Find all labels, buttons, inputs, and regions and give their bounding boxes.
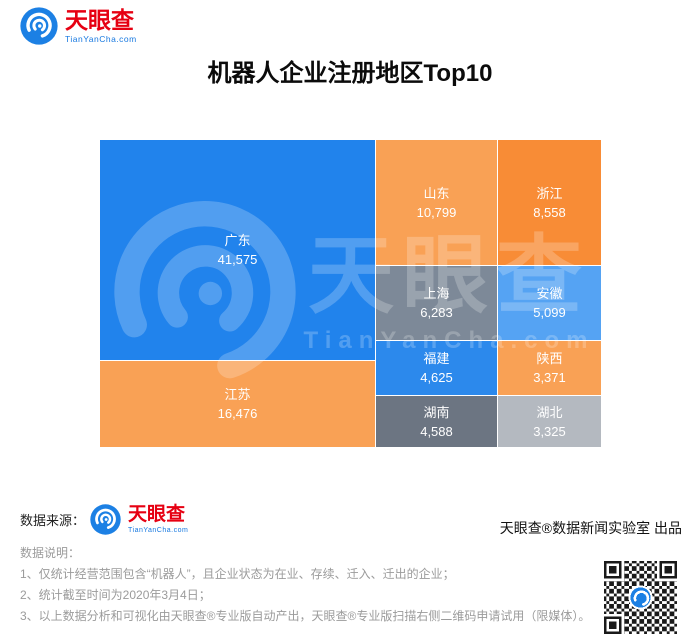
- treemap-cell-guangdong: 广东 41,575: [100, 140, 375, 360]
- region-value: 3,325: [533, 423, 566, 439]
- note-line-2: 2、统计截至时间为2020年3月4日；: [20, 588, 211, 602]
- region-name: 湖北: [536, 404, 563, 420]
- treemap-chart: 广东 41,575 江苏 16,476 山东 10,799 浙江 8,558 上…: [100, 140, 601, 447]
- logo-text-block: 天眼查 TianYanCha.com: [65, 6, 137, 44]
- producer-credit: 天眼查®数据新闻实验室 出品: [499, 520, 682, 536]
- treemap-cell-hunan: 湖南 4,588: [376, 396, 497, 447]
- region-value: 6,283: [420, 305, 453, 320]
- note-line-1: 1、仅统计经营范围包含“机器人”，且企业状态为在业、存续、迁入、迁出的企业；: [20, 567, 455, 581]
- treemap-cell-fujian: 福建 4,625: [376, 341, 497, 395]
- region-name: 陕西: [536, 351, 563, 366]
- treemap-cell-shanghai: 上海 6,283: [376, 266, 497, 340]
- data-source: 数据来源： 天眼查 TianYanCha.com: [20, 504, 188, 535]
- treemap-cell-zhejiang: 浙江 8,558: [498, 140, 601, 265]
- tianyancha-wave-icon: [20, 7, 58, 45]
- region-name: 浙江: [536, 185, 563, 201]
- note-line-3: 3、以上数据分析和可视化由天眼查®专业版自动产出，天眼查®专业版扫描右侧二维码申…: [20, 609, 591, 623]
- region-value: 8,558: [533, 204, 566, 220]
- treemap-cell-anhui: 安徽 5,099: [498, 266, 601, 340]
- treemap-cell-shandong: 山东 10,799: [376, 140, 497, 265]
- tianyancha-logo: 天眼查 TianYanCha.com: [20, 7, 137, 45]
- region-name: 广东: [224, 233, 251, 248]
- region-name: 江苏: [224, 387, 251, 402]
- region-name: 安徽: [536, 286, 563, 301]
- region-value: 16,476: [217, 406, 258, 421]
- notes-heading: 数据说明：: [20, 546, 81, 560]
- region-value: 10,799: [416, 204, 457, 220]
- tianyancha-wave-icon: [90, 504, 121, 535]
- treemap-cell-shaanxi: 陕西 3,371: [498, 341, 601, 395]
- treemap-cell-jiangsu: 江苏 16,476: [100, 361, 375, 447]
- region-value: 5,099: [533, 305, 566, 320]
- region-value: 4,625: [420, 370, 453, 385]
- region-value: 3,371: [533, 370, 566, 385]
- tianyancha-logo-footer: 天眼查 TianYanCha.com: [90, 504, 188, 535]
- logo-domain: TianYanCha.com: [128, 527, 189, 534]
- logo-text-block: 天眼查 TianYanCha.com: [128, 505, 188, 534]
- region-name: 山东: [423, 185, 450, 201]
- treemap-cell-hubei: 湖北 3,325: [498, 396, 601, 447]
- data-notes: 数据说明： 1、仅统计经营范围包含“机器人”，且企业状态为在业、存续、迁入、迁出…: [20, 543, 590, 627]
- region-value: 4,588: [420, 423, 453, 439]
- data-source-label: 数据来源：: [20, 513, 86, 528]
- region-name: 湖南: [423, 404, 450, 420]
- region-name: 上海: [423, 286, 450, 301]
- logo-name: 天眼查: [128, 504, 186, 525]
- qr-code: [604, 561, 677, 634]
- qr-code-image: [604, 561, 677, 634]
- logo-name: 天眼查: [65, 6, 134, 33]
- region-value: 41,575: [217, 252, 258, 267]
- chart-title: 机器人企业注册地区Top10: [207, 60, 493, 87]
- logo-domain: TianYanCha.com: [65, 33, 137, 44]
- region-name: 福建: [423, 351, 450, 366]
